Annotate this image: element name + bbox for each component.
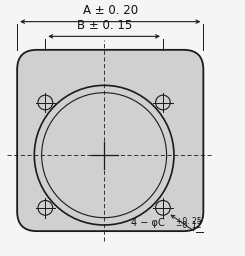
Text: +0. 25: +0. 25 (176, 217, 202, 226)
Text: B ± 0. 15: B ± 0. 15 (76, 19, 132, 33)
Text: −0. 12: −0. 12 (176, 221, 202, 230)
Text: 4 − φC: 4 − φC (131, 218, 165, 228)
Text: A ± 0. 20: A ± 0. 20 (83, 4, 138, 17)
FancyBboxPatch shape (17, 50, 203, 231)
